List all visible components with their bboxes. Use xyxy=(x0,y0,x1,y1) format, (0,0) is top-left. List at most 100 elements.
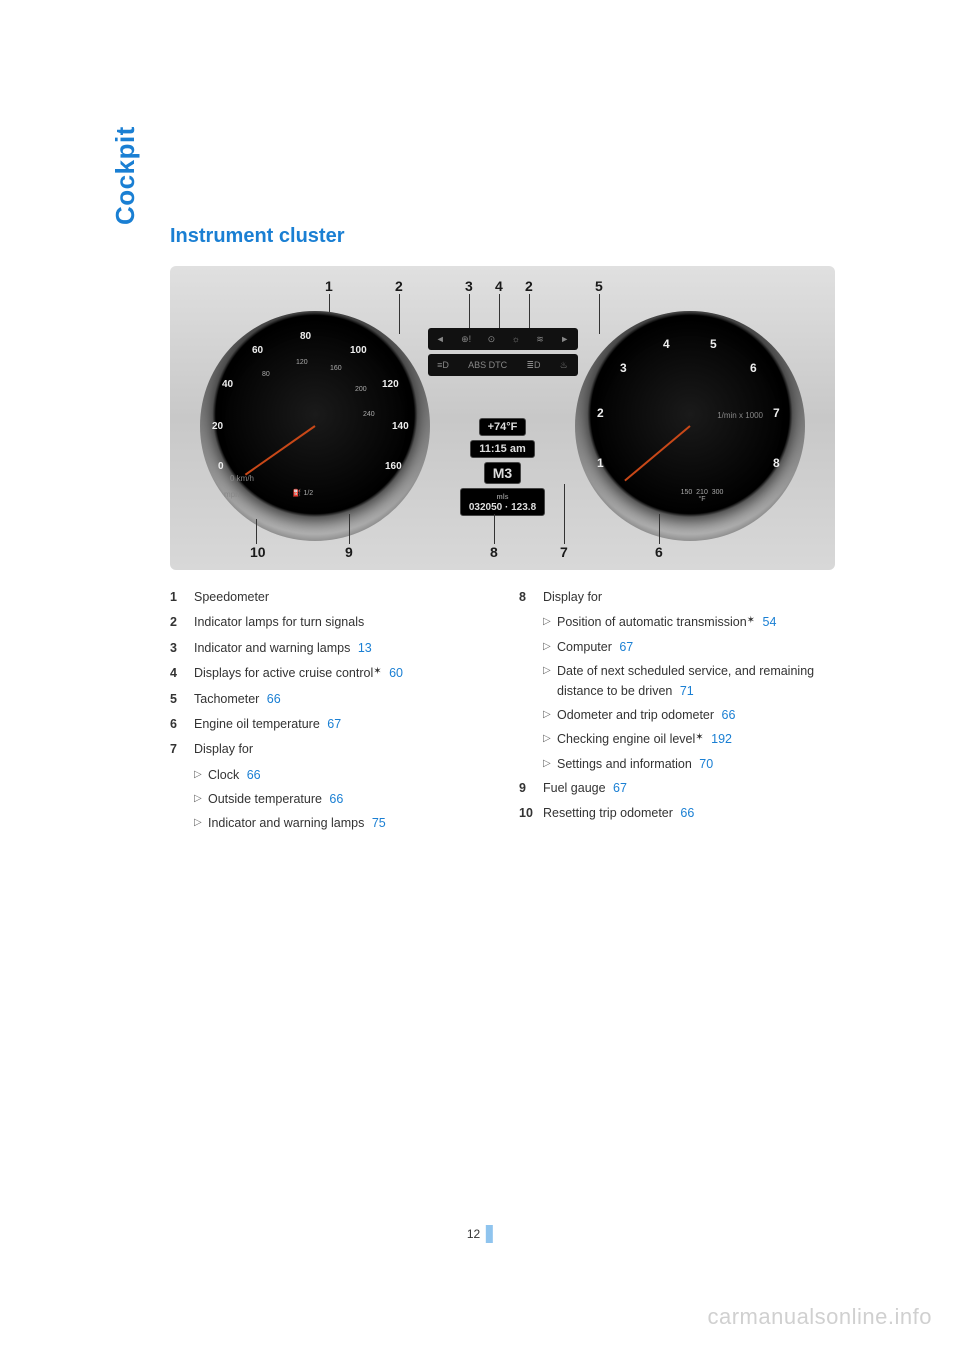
tach-caption: 1/min x 1000 xyxy=(717,411,763,420)
speed-40: 40 xyxy=(222,379,233,390)
tach-1: 1 xyxy=(597,456,604,470)
callout-bot-7: 7 xyxy=(560,544,568,560)
legend-col-left: 1Speedometer 2Indicator lamps for turn si… xyxy=(170,588,491,839)
callout-top-2: 2 xyxy=(395,278,403,294)
page-ref[interactable]: 13 xyxy=(358,641,372,655)
triangle-icon: ▷ xyxy=(543,662,557,701)
kmh-240: 240 xyxy=(363,411,375,418)
legend-text: Display for xyxy=(543,588,840,607)
speed-80: 80 xyxy=(300,331,311,342)
speed-120: 120 xyxy=(382,379,399,390)
legend-num: 10 xyxy=(519,804,543,823)
speed-0: 0 xyxy=(218,461,224,472)
tach-5: 5 xyxy=(710,337,717,351)
legend-num: 7 xyxy=(170,740,194,759)
odo-unit: mls xyxy=(496,494,508,501)
legend-item-10: 10Resetting trip odometer 66 xyxy=(519,804,840,823)
content-area: Instrument cluster 1 2 3 4 2 5 0 20 40 6… xyxy=(170,225,840,839)
legend-num: 2 xyxy=(170,613,194,632)
legend-subitem: ▷Date of next scheduled service, and rem… xyxy=(543,662,840,701)
triangle-icon: ▷ xyxy=(543,755,557,774)
mph-unit: mph xyxy=(224,490,240,499)
triangle-icon: ▷ xyxy=(543,613,557,632)
side-tab-label: Cockpit xyxy=(110,126,141,225)
legend-item-7: 7Display for xyxy=(170,740,491,759)
kmh-80: 80 xyxy=(262,371,270,378)
page-ref[interactable]: 192 xyxy=(711,732,732,746)
abs-dtc-label: ABS DTC xyxy=(468,360,507,370)
page-ref[interactable]: 75 xyxy=(372,816,386,830)
triangle-icon: ▷ xyxy=(194,814,208,833)
legend-num: 9 xyxy=(519,779,543,798)
legend-text: Resetting trip odometer 66 xyxy=(543,804,840,823)
page-ref[interactable]: 67 xyxy=(619,640,633,654)
callout-top-3: 3 xyxy=(465,278,473,294)
page-ref[interactable]: 66 xyxy=(267,692,281,706)
page-ref[interactable]: 71 xyxy=(680,684,694,698)
legend-sublist: ▷Position of automatic transmission✶ 54▷… xyxy=(519,613,840,774)
legend-text: Fuel gauge 67 xyxy=(543,779,840,798)
turn-right-icon: ► xyxy=(560,334,569,344)
section-heading: Instrument cluster xyxy=(170,225,840,248)
tachometer-needle xyxy=(624,425,690,481)
legend-num: 3 xyxy=(170,639,194,658)
legend-item-2: 2Indicator lamps for turn signals xyxy=(170,613,491,632)
highbeam-icon: ≣D xyxy=(526,360,540,371)
page-ref[interactable]: 70 xyxy=(699,757,713,771)
tach-3: 3 xyxy=(620,361,627,375)
leader-line xyxy=(349,514,350,544)
tachometer-gauge: 1 2 3 4 5 6 7 8 1/min x 1000 150 210 300… xyxy=(575,311,805,541)
fog-icon: ≋ xyxy=(536,334,544,345)
legend-num: 5 xyxy=(170,690,194,709)
page-ref[interactable]: 66 xyxy=(329,792,343,806)
kmh-160: 160 xyxy=(330,365,342,372)
tach-2: 2 xyxy=(597,406,604,420)
legend-text: Indicator and warning lamps 13 xyxy=(194,639,491,658)
speed-160: 160 xyxy=(385,461,402,472)
kmh-200: 200 xyxy=(355,386,367,393)
legend-subitem: ▷Position of automatic transmission✶ 54 xyxy=(543,613,840,632)
page-ref[interactable]: 67 xyxy=(613,781,627,795)
clock-display: 11:15 am xyxy=(470,440,534,458)
speed-60: 60 xyxy=(252,345,263,356)
legend-num: 4 xyxy=(170,664,194,683)
page-ref[interactable]: 67 xyxy=(327,717,341,731)
triangle-icon: ▷ xyxy=(543,638,557,657)
callout-bot-6: 6 xyxy=(655,544,663,560)
page-marker-icon xyxy=(486,1225,493,1243)
instrument-cluster-figure: 1 2 3 4 2 5 0 20 40 60 80 100 120 140 16… xyxy=(170,266,835,570)
oil-temp-arc: 150 210 300°F xyxy=(667,489,737,519)
speedometer-gauge: 0 20 40 60 80 100 120 140 160 0 km/h mph… xyxy=(200,311,430,541)
legend-item-8: 8Display for xyxy=(519,588,840,607)
leader-line xyxy=(256,519,257,544)
speed-100: 100 xyxy=(350,345,367,356)
legend-item-1: 1Speedometer xyxy=(170,588,491,607)
legend-subitem: ▷Checking engine oil level✶ 192 xyxy=(543,730,840,749)
triangle-icon: ▷ xyxy=(543,730,557,749)
callout-top-1: 1 xyxy=(325,278,333,294)
indicator-row-top: ◄ ⊕! ⊙ ☼ ≋ ► xyxy=(428,328,578,350)
page-ref[interactable]: 66 xyxy=(247,768,261,782)
callout-top-4: 4 xyxy=(495,278,503,294)
legend-num: 6 xyxy=(170,715,194,734)
legend-subitem: ▷Odometer and trip odometer 66 xyxy=(543,706,840,725)
legend-col-right: 8Display for ▷Position of automatic trans… xyxy=(519,588,840,839)
legend-columns: 1Speedometer 2Indicator lamps for turn si… xyxy=(170,588,840,839)
legend-sublist: ▷Clock 66▷Outside temperature 66▷Indicat… xyxy=(170,766,491,834)
fuel-gauge-icon: ⛽ 1/2 xyxy=(268,489,338,519)
page-ref[interactable]: 60 xyxy=(389,666,403,680)
legend-text: Display for xyxy=(194,740,491,759)
legend-text: Indicator lamps for turn signals xyxy=(194,613,491,632)
leader-line xyxy=(399,294,400,334)
speed-20: 20 xyxy=(212,421,223,432)
page-ref[interactable]: 66 xyxy=(722,708,736,722)
legend-subitem: ▷Computer 67 xyxy=(543,638,840,657)
legend-item-6: 6Engine oil temperature 67 xyxy=(170,715,491,734)
page-ref[interactable]: 66 xyxy=(680,806,694,820)
legend-text: Speedometer xyxy=(194,588,491,607)
legend-subitem: ▷Indicator and warning lamps 75 xyxy=(194,814,491,833)
page-ref[interactable]: 54 xyxy=(763,615,777,629)
tach-8: 8 xyxy=(773,456,780,470)
watermark: carmanualsonline.info xyxy=(707,1304,932,1330)
tach-6: 6 xyxy=(750,361,757,375)
